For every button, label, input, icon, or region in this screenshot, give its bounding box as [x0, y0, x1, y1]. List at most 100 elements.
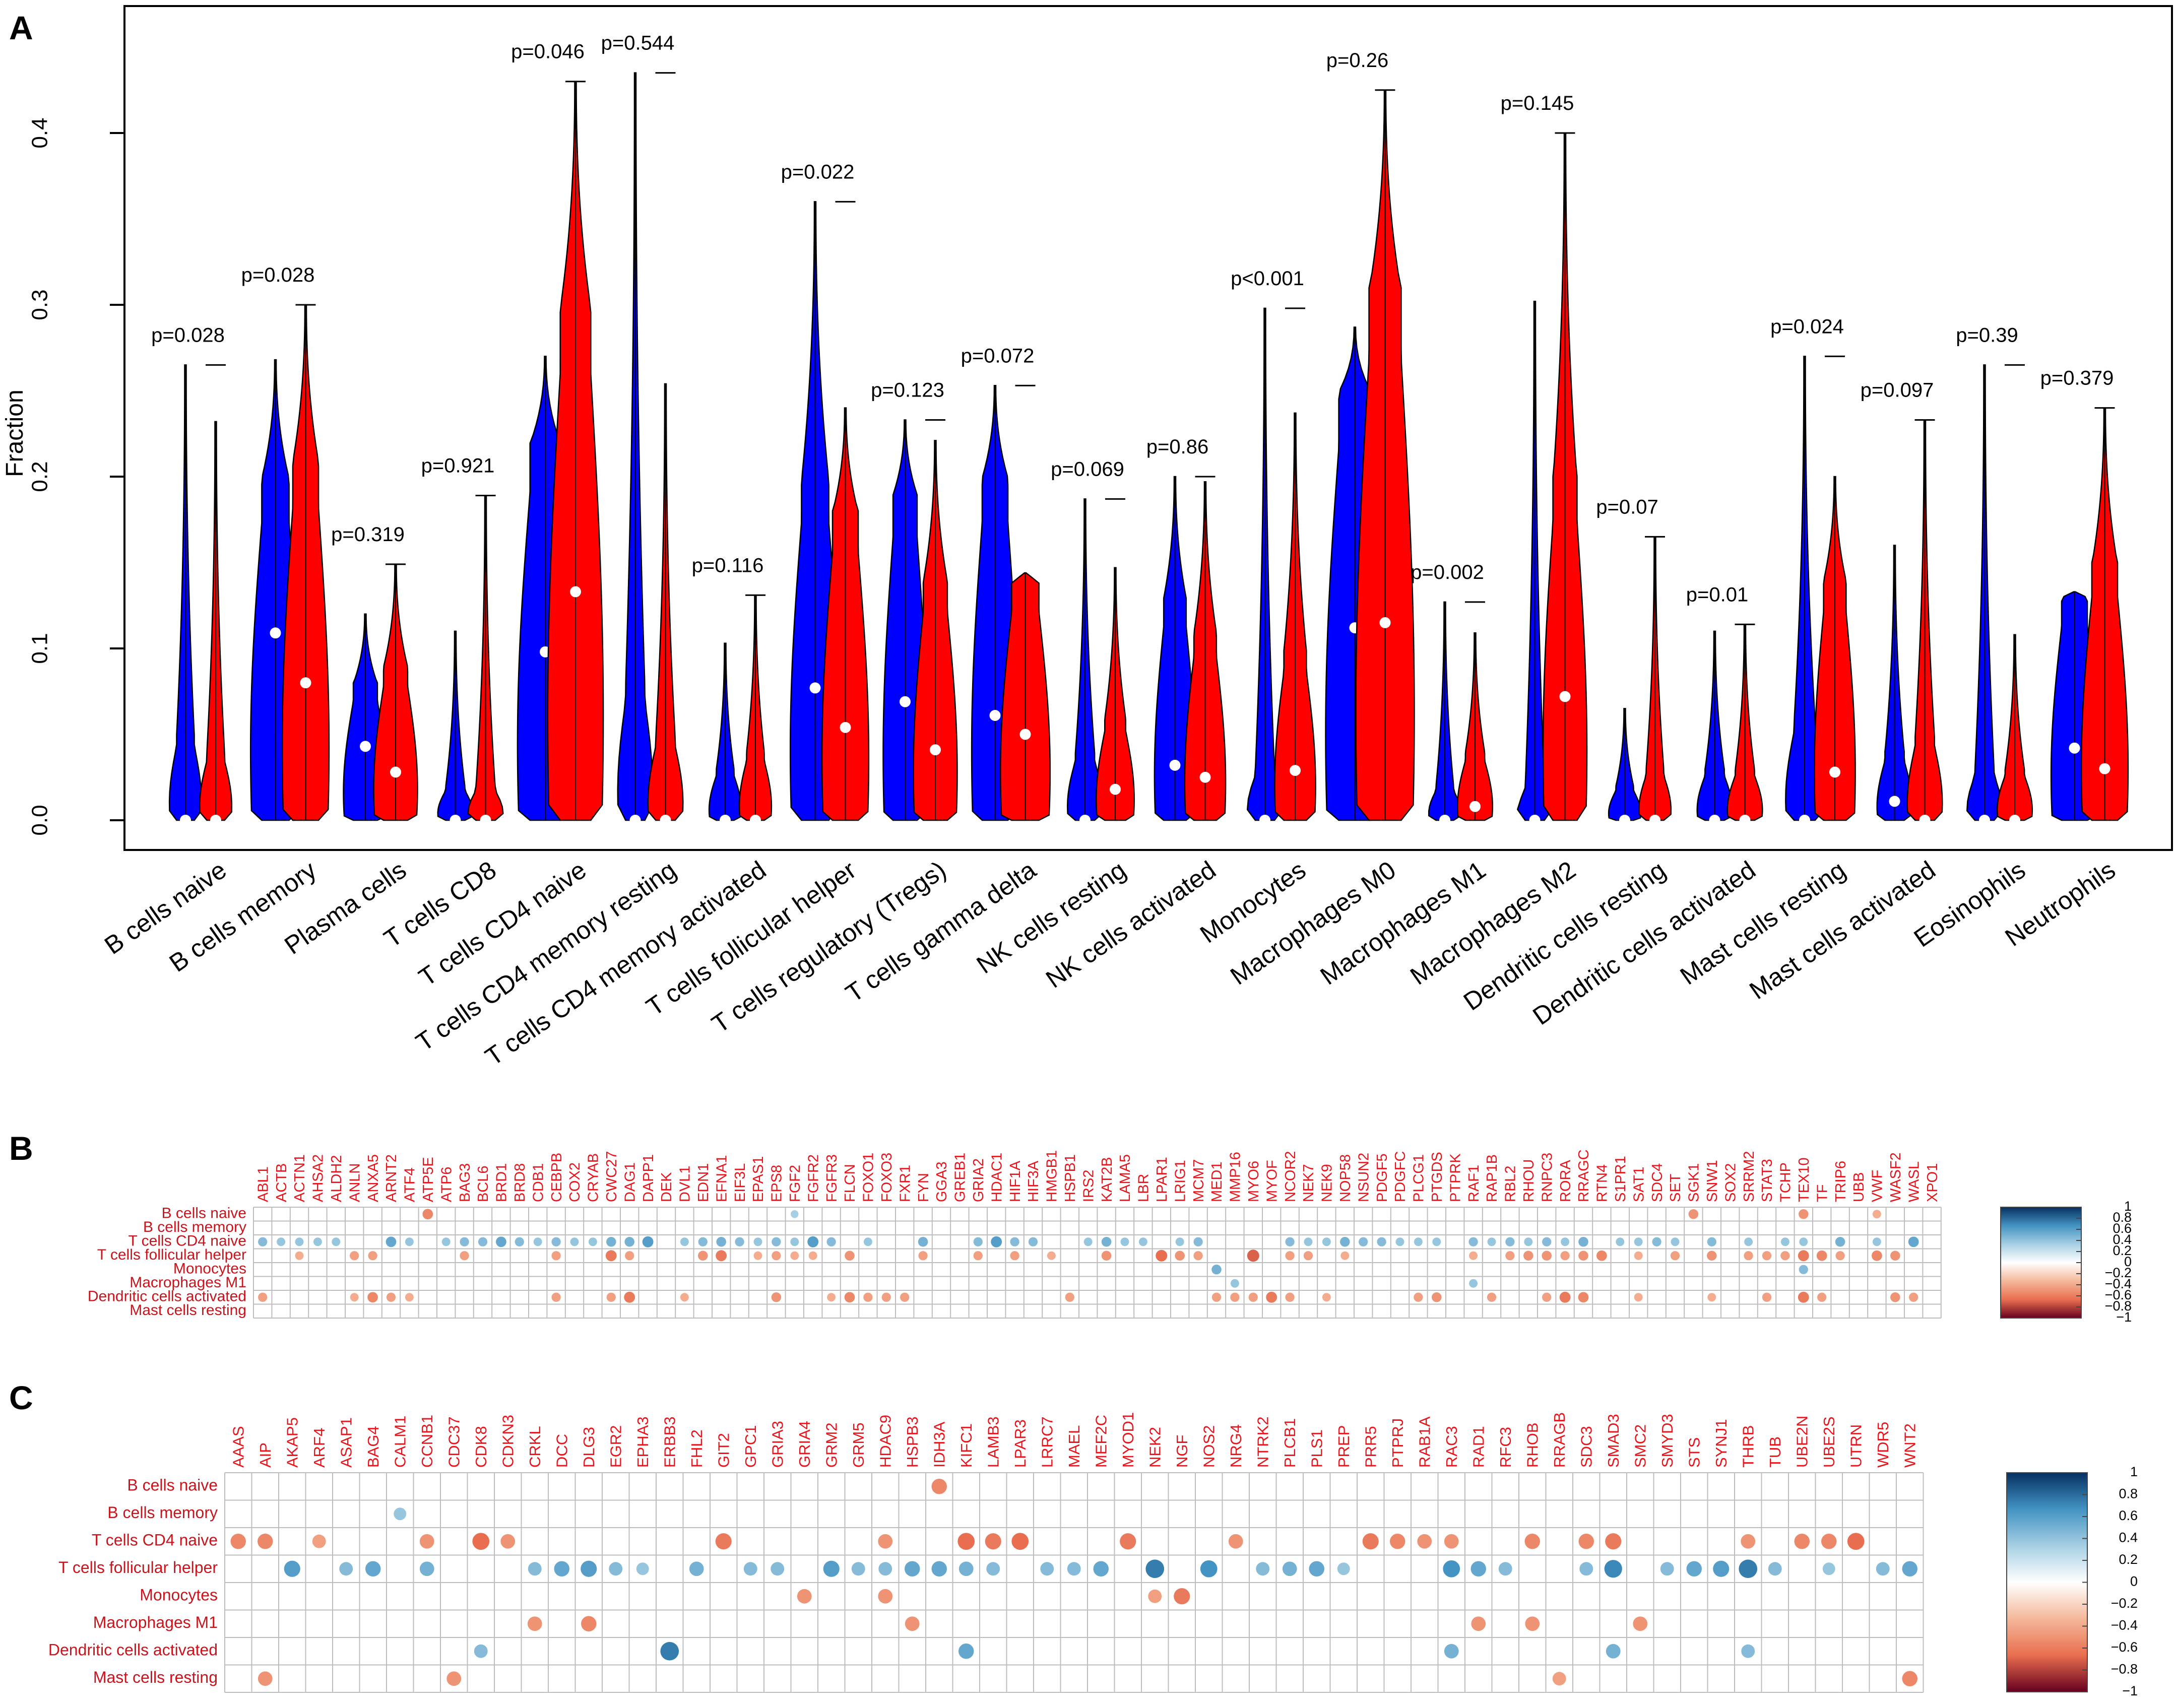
correlation-dot [715, 1533, 732, 1550]
correlation-dot [991, 1236, 1002, 1247]
gene-column-label: UBB [1851, 1172, 1867, 1202]
gene-column-label: GIT2 [715, 1433, 733, 1468]
correlation-dot [1028, 1237, 1038, 1246]
correlation-dot [533, 1237, 542, 1246]
correlation-dot [1578, 1292, 1589, 1303]
correlation-dot [1414, 1292, 1423, 1302]
gene-column-label: RAF1 [1466, 1165, 1482, 1202]
correlation-dot [1890, 1251, 1900, 1261]
legend-tick-label: −0.8 [2111, 1662, 2138, 1677]
correlation-dot [1377, 1237, 1386, 1246]
gene-column-label: DCC [553, 1434, 571, 1468]
correlation-dot [312, 1534, 326, 1548]
gene-column-label: AAAS [230, 1426, 247, 1468]
tumor-median-dot [480, 815, 491, 826]
gene-column-label: BCL6 [475, 1165, 491, 1202]
tumor-median-dot [1110, 783, 1121, 795]
correlation-dot [1578, 1251, 1588, 1261]
gene-column-label: GRM5 [850, 1422, 867, 1468]
y-axis-title: Fraction [2, 389, 28, 477]
tumor-median-dot [570, 586, 581, 598]
gene-column-label: HSPB1 [1062, 1154, 1078, 1202]
cell-type-row-label: T cells follicular helper [97, 1246, 246, 1263]
gene-column-label: ANLN [347, 1163, 363, 1202]
gene-column-label: CWC27 [604, 1151, 620, 1202]
correlation-dot [1686, 1561, 1702, 1577]
panel-label-a: A [9, 9, 33, 46]
gene-column-label: RHOU [1521, 1159, 1537, 1202]
gene-column-label: DEK [659, 1172, 675, 1202]
color-legend-bar [2006, 1472, 2088, 1692]
gene-column-label: RAB1A [1416, 1416, 1434, 1468]
correlation-dot [1798, 1250, 1809, 1262]
gene-column-label: DAG1 [622, 1162, 638, 1202]
correlation-dot [1713, 1560, 1730, 1577]
normal-median-dot [1079, 815, 1091, 826]
legend-tick-label: 0.4 [2119, 1530, 2138, 1545]
correlation-dot [958, 1643, 974, 1659]
y-tick-label: 0.0 [28, 805, 52, 835]
correlation-dot [515, 1237, 524, 1246]
correlation-dot [1744, 1237, 1753, 1246]
gene-column-label: NRG4 [1227, 1424, 1245, 1468]
correlation-dot [827, 1293, 836, 1302]
gene-column-label: THRB [1740, 1425, 1757, 1468]
gene-column-label: HIF3A [1026, 1160, 1042, 1202]
correlation-dot [904, 1561, 920, 1577]
correlation-dot [625, 1251, 634, 1261]
heatmap-c: AAAS AIP AKAP5 ARF4 ASAP1 BAG4 CALM1 CCNB1 CDC37… [48, 1412, 2138, 1698]
correlation-dot [365, 1561, 381, 1577]
correlation-dot [1671, 1237, 1680, 1246]
correlation-dot [689, 1561, 704, 1576]
gene-column-label: NEK9 [1319, 1164, 1335, 1202]
correlation-dot [1211, 1264, 1222, 1275]
normal-median-dot [1709, 815, 1720, 826]
correlation-dot [680, 1237, 689, 1246]
gene-column-label: SRRM2 [1741, 1151, 1757, 1202]
gene-column-label: LAMB3 [985, 1416, 1002, 1468]
cell-type-row-label: Macrophages M1 [93, 1613, 218, 1631]
p-value-label: p=0.028 [241, 264, 315, 286]
correlation-dot [1780, 1251, 1790, 1261]
gene-column-label: EDN1 [695, 1163, 712, 1202]
correlation-dot [419, 1534, 434, 1549]
correlation-dot [1065, 1292, 1074, 1302]
gene-column-label: UTRN [1847, 1424, 1865, 1468]
correlation-dot [460, 1251, 469, 1261]
correlation-dot [845, 1251, 855, 1261]
correlation-dot [791, 1210, 799, 1218]
correlation-dot [295, 1251, 304, 1260]
correlation-dot [230, 1533, 246, 1549]
correlation-dot [1443, 1560, 1460, 1578]
gene-column-label: NCOR2 [1283, 1151, 1299, 1202]
correlation-dot [1285, 1251, 1295, 1261]
correlation-dot [1578, 1236, 1588, 1247]
normal-median-dot [270, 627, 281, 639]
gene-column-label: ARF4 [310, 1428, 328, 1468]
gene-column-label: FGF2 [787, 1165, 803, 1202]
correlation-dot [1228, 1534, 1243, 1549]
gene-column-label: IDH3A [931, 1421, 948, 1468]
correlation-dot [605, 1250, 617, 1262]
correlation-dot [1616, 1237, 1625, 1246]
correlation-dot [446, 1671, 462, 1686]
correlation-dot [1523, 1251, 1533, 1261]
p-value-label: p=0.86 [1146, 436, 1208, 458]
gene-column-label: EFNA1 [714, 1155, 730, 1202]
gene-column-label: NSUN2 [1356, 1153, 1372, 1202]
gene-column-label: SNW1 [1704, 1160, 1720, 1202]
correlation-dot [284, 1560, 300, 1577]
gene-column-label: SYNJ1 [1712, 1419, 1730, 1468]
correlation-dot [823, 1560, 840, 1577]
p-value-label: p=0.01 [1686, 583, 1748, 606]
p-value-label: p=0.145 [1501, 92, 1574, 114]
correlation-dot [1498, 1562, 1512, 1576]
correlation-dot [405, 1237, 414, 1246]
correlation-dot [1417, 1534, 1432, 1549]
correlation-dot [698, 1237, 708, 1246]
correlation-dot [258, 1671, 273, 1686]
correlation-dot [918, 1251, 928, 1261]
gene-column-label: CCNB1 [418, 1415, 436, 1468]
gene-column-label: COX2 [567, 1162, 583, 1202]
